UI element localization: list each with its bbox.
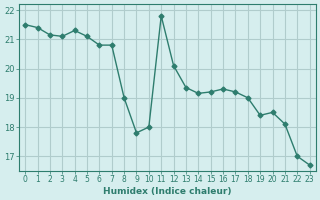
X-axis label: Humidex (Indice chaleur): Humidex (Indice chaleur) xyxy=(103,187,232,196)
